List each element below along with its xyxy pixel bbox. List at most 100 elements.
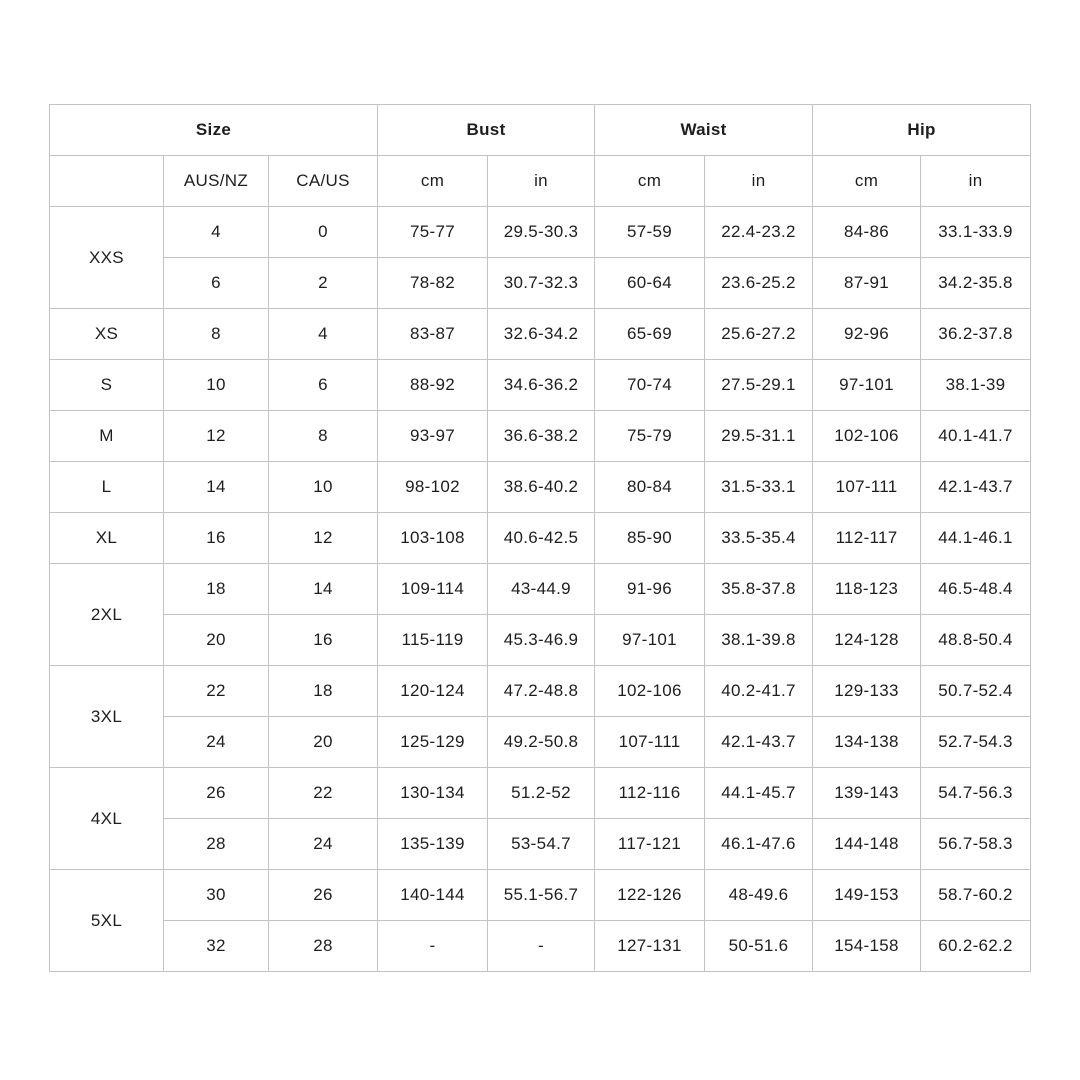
subheader-waist-cm: cm <box>594 155 706 207</box>
size-label-cell: 5XL <box>49 869 164 972</box>
table-row: S 10 6 88-92 34.6-36.2 70-74 27.5-29.1 97-101 38… <box>49 359 1032 411</box>
table-cell: 92-96 <box>812 308 922 360</box>
table-cell: 140-144 <box>377 869 489 921</box>
subheader-bust-cm: cm <box>377 155 489 207</box>
table-cell: 14 <box>267 563 379 615</box>
table-cell: 53-54.7 <box>487 818 596 870</box>
table-cell: 27.5-29.1 <box>704 359 814 411</box>
table-cell: 26 <box>163 767 269 819</box>
table-cell: 0 <box>267 206 379 258</box>
table-cell: 38.6-40.2 <box>487 461 596 513</box>
table-cell: 50.7-52.4 <box>920 665 1032 717</box>
table-cell: 8 <box>267 410 379 462</box>
table-cell: 87-91 <box>812 257 922 309</box>
table-cell: 57-59 <box>594 206 706 258</box>
table-cell: 12 <box>267 512 379 564</box>
table-cell: 10 <box>267 461 379 513</box>
table-cell: 117-121 <box>594 818 706 870</box>
table-cell: 12 <box>163 410 269 462</box>
table-cell: 47.2-48.8 <box>487 665 596 717</box>
table-cell: 75-77 <box>377 206 489 258</box>
table-cell: 8 <box>163 308 269 360</box>
subheader-hip-in: in <box>920 155 1032 207</box>
table-cell: 144-148 <box>812 818 922 870</box>
table-header-group-row: Size Bust Waist Hip <box>48 104 1032 156</box>
table-row: M 12 8 93-97 36.6-38.2 75-79 29.5-31.1 102-106 4… <box>49 410 1032 462</box>
table-cell: 103-108 <box>377 512 489 564</box>
table-cell: 83-87 <box>377 308 489 360</box>
table-cell: 44.1-45.7 <box>704 767 814 819</box>
table-cell: 93-97 <box>377 410 489 462</box>
table-cell: 24 <box>267 818 379 870</box>
table-cell: 50-51.6 <box>704 920 814 972</box>
size-chart-table: Size Bust Waist Hip AUS/NZ CA/US cm in c… <box>48 104 1032 972</box>
table-cell: 56.7-58.3 <box>920 818 1032 870</box>
table-cell: 46.5-48.4 <box>920 563 1032 615</box>
size-label-cell: XS <box>49 308 164 360</box>
table-cell: 38.1-39 <box>920 359 1032 411</box>
table-row: 2XL 18 14 109-114 43-44.9 91-96 35.8-37.8 118-1… <box>49 563 1032 666</box>
table-cell: - <box>487 920 596 972</box>
table-row: 28 24 135-139 53-54.7 117-121 46.1-47.6 144-14… <box>50 818 1032 870</box>
table-cell: 120-124 <box>377 665 489 717</box>
size-label-cell: 2XL <box>49 563 164 666</box>
table-cell: 24 <box>163 716 269 768</box>
table-cell: 44.1-46.1 <box>920 512 1032 564</box>
table-row: 3XL 22 18 120-124 47.2-48.8 102-106 40.2-41.7 1… <box>49 665 1032 768</box>
table-cell: 16 <box>267 614 379 666</box>
table-cell: 29.5-30.3 <box>487 206 596 258</box>
table-row: XS 8 4 83-87 32.6-34.2 65-69 25.6-27.2 92-96 36.… <box>49 308 1032 360</box>
table-cell: 80-84 <box>594 461 706 513</box>
table-cell: 70-74 <box>594 359 706 411</box>
table-cell: 10 <box>163 359 269 411</box>
table-cell: 31.5-33.1 <box>704 461 814 513</box>
table-cell: 34.6-36.2 <box>487 359 596 411</box>
size-label-cell: S <box>49 359 164 411</box>
table-cell: 33.1-33.9 <box>920 206 1032 258</box>
table-cell: 26 <box>267 869 379 921</box>
table-cell: 32 <box>163 920 269 972</box>
table-cell: 51.2-52 <box>487 767 596 819</box>
size-label-cell: XL <box>49 512 164 564</box>
table-cell: 6 <box>267 359 379 411</box>
table-cell: 107-111 <box>812 461 922 513</box>
header-hip: Hip <box>812 104 1032 156</box>
subheader-ca-us: CA/US <box>267 155 379 207</box>
size-label-cell: L <box>49 461 164 513</box>
table-cell: 22.4-23.2 <box>704 206 814 258</box>
table-body: XXS 4 0 75-77 29.5-30.3 57-59 22.4-23.2 84-86 33… <box>49 206 1032 972</box>
table-cell: 135-139 <box>377 818 489 870</box>
table-cell: 112-117 <box>812 512 922 564</box>
table-cell: 40.6-42.5 <box>487 512 596 564</box>
table-cell: 107-111 <box>594 716 706 768</box>
table-cell: 6 <box>163 257 269 309</box>
table-row: 24 20 125-129 49.2-50.8 107-111 42.1-43.7 134-… <box>50 716 1032 768</box>
table-cell: 42.1-43.7 <box>704 716 814 768</box>
table-cell: 34.2-35.8 <box>920 257 1032 309</box>
header-bust: Bust <box>377 104 596 156</box>
table-cell: 30.7-32.3 <box>487 257 596 309</box>
subheader-waist-in: in <box>704 155 814 207</box>
table-cell: 2 <box>267 257 379 309</box>
table-cell: 130-134 <box>377 767 489 819</box>
table-cell: 38.1-39.8 <box>704 614 814 666</box>
table-cell: 85-90 <box>594 512 706 564</box>
table-cell: 22 <box>163 665 269 717</box>
table-cell: 33.5-35.4 <box>704 512 814 564</box>
table-cell: 129-133 <box>812 665 922 717</box>
table-cell: 127-131 <box>594 920 706 972</box>
table-cell: 55.1-56.7 <box>487 869 596 921</box>
table-cell: 40.2-41.7 <box>704 665 814 717</box>
table-row: XXS 4 0 75-77 29.5-30.3 57-59 22.4-23.2 84-86 33… <box>49 206 1032 309</box>
table-cell: 14 <box>163 461 269 513</box>
table-cell: 84-86 <box>812 206 922 258</box>
table-cell: 43-44.9 <box>487 563 596 615</box>
subheader-aus-nz: AUS/NZ <box>163 155 269 207</box>
table-cell: 45.3-46.9 <box>487 614 596 666</box>
table-row: 20 16 115-119 45.3-46.9 97-101 38.1-39.8 124-1… <box>50 614 1032 666</box>
table-cell: 124-128 <box>812 614 922 666</box>
size-label-cell: 4XL <box>49 767 164 870</box>
table-cell: 52.7-54.3 <box>920 716 1032 768</box>
table-cell: 115-119 <box>377 614 489 666</box>
table-cell: 102-106 <box>594 665 706 717</box>
